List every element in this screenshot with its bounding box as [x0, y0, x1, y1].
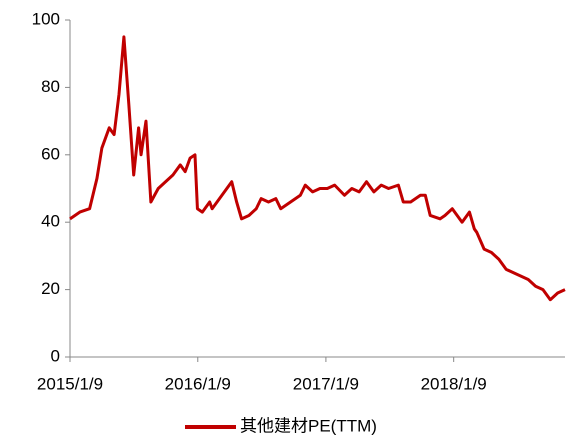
x-tick-label: 2017/1/9 [293, 374, 359, 393]
y-tick-label: 80 [41, 77, 60, 96]
data-line [69, 35, 566, 302]
y-tick-label: 20 [41, 279, 60, 298]
legend-label: 其他建材PE(TTM) [240, 416, 377, 435]
y-tick-label: 0 [51, 346, 60, 365]
x-tick-label: 2016/1/9 [165, 374, 231, 393]
x-tick-label: 2015/1/9 [37, 374, 103, 393]
y-tick-label: 40 [41, 212, 60, 231]
x-tick-label: 2018/1/9 [421, 374, 487, 393]
y-tick-label: 60 [41, 144, 60, 163]
y-tick-label: 100 [32, 9, 60, 28]
